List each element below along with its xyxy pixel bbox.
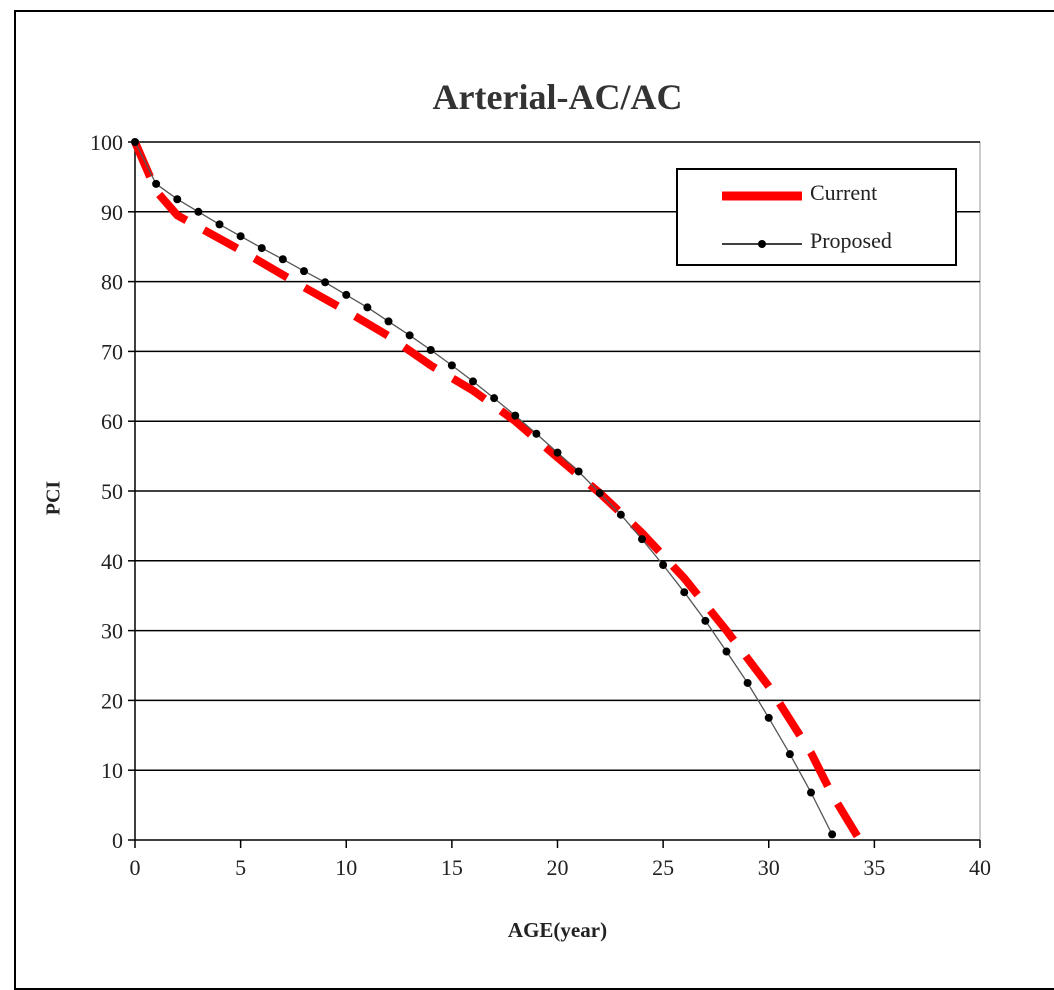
x-tick-label: 25 — [652, 855, 674, 880]
legend-item-proposed: Proposed — [678, 224, 955, 264]
data-point-proposed — [152, 179, 161, 188]
y-tick-label: 70 — [101, 339, 123, 364]
data-point-proposed — [469, 377, 477, 386]
y-tick-label: 80 — [101, 270, 123, 295]
legend-swatch-proposed — [722, 240, 802, 248]
data-point-proposed — [384, 317, 393, 326]
data-point-proposed — [173, 195, 182, 204]
data-point-proposed — [616, 510, 625, 519]
x-tick-label: 0 — [130, 855, 141, 880]
y-tick-label: 90 — [101, 200, 123, 225]
data-point-proposed — [553, 448, 562, 457]
data-point-proposed — [405, 331, 414, 340]
data-point-proposed — [574, 467, 583, 476]
data-point-proposed — [638, 535, 646, 544]
y-tick-label: 10 — [101, 758, 123, 783]
data-point-proposed — [321, 278, 330, 287]
data-point-proposed — [257, 244, 266, 253]
x-axis-label: AGE(year) — [507, 918, 608, 942]
legend-label-proposed: Proposed — [810, 228, 892, 253]
data-point-proposed — [785, 750, 794, 759]
y-tick-label: 40 — [101, 549, 123, 574]
data-point-proposed — [194, 207, 203, 216]
data-point-proposed — [764, 713, 773, 722]
y-tick-label: 20 — [101, 688, 123, 713]
data-point-proposed — [659, 560, 668, 569]
data-point-proposed — [743, 678, 752, 687]
series-line-current — [131, 140, 864, 843]
data-point-proposed — [511, 411, 520, 420]
x-tick-label: 40 — [969, 855, 991, 880]
data-point-proposed — [680, 588, 689, 597]
y-tick-label: 60 — [101, 409, 123, 434]
data-point-proposed — [595, 489, 604, 498]
data-point-proposed — [701, 616, 710, 625]
data-point-proposed — [807, 788, 815, 797]
plot-area: 0 10 20 30 40 50 60 70 80 90 100 0 5 10 15 20 25 30 35 40 — [90, 130, 991, 880]
data-point-proposed — [532, 429, 541, 438]
data-point-proposed — [722, 647, 731, 656]
legend-item-current: Current — [678, 174, 955, 214]
x-tick-label: 20 — [547, 855, 569, 880]
series-line-proposed — [134, 141, 833, 835]
chart-title: Arterial-AC/AC — [432, 77, 683, 117]
x-tick-label: 5 — [235, 855, 246, 880]
data-point-proposed — [300, 267, 308, 276]
x-tick-label: 35 — [863, 855, 885, 880]
y-tick-label: 100 — [90, 130, 123, 155]
x-tick-label: 10 — [335, 855, 357, 880]
data-point-proposed — [236, 232, 245, 241]
x-tick-label: 30 — [758, 855, 780, 880]
data-point-proposed — [363, 303, 372, 312]
y-tick-label: 50 — [101, 479, 123, 504]
data-point-proposed — [426, 346, 435, 355]
data-point-proposed — [215, 220, 224, 229]
data-point-proposed — [278, 255, 287, 264]
data-point-proposed — [342, 290, 351, 299]
data-point-proposed — [490, 394, 499, 403]
y-tick-label: 30 — [101, 619, 123, 644]
legend-label-current: Current — [810, 180, 878, 205]
data-point-proposed — [131, 138, 139, 146]
legend-swatch-current — [722, 191, 802, 201]
x-tick-label: 15 — [441, 855, 463, 880]
data-point-proposed — [447, 361, 456, 370]
legend: Current Proposed — [676, 168, 957, 266]
data-point-proposed — [828, 830, 837, 839]
y-tick-label: 0 — [112, 828, 123, 853]
